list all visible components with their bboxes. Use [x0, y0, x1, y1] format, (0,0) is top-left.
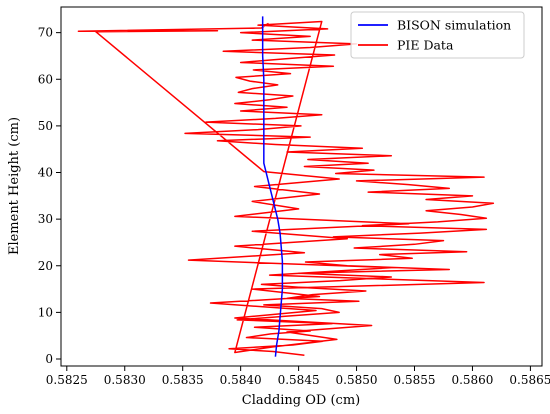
y-tick-label: 0 [45, 352, 53, 366]
series-line-pie-data [77, 20, 495, 357]
y-axis: 0 10 20 30 40 50 60 70 [38, 26, 61, 366]
x-axis-label: Cladding OD (cm) [242, 393, 360, 408]
legend-box [350, 11, 525, 59]
x-tick-label: 0.5860 [451, 373, 493, 387]
x-tick-label: 0.5830 [104, 373, 146, 387]
x-axis: 0.5825 0.5830 0.5835 0.5840 0.5845 0.5850 0.58… [46, 366, 550, 387]
plot-area [60, 6, 543, 367]
x-tick-label: 0.5835 [162, 373, 204, 387]
series-layer [77, 16, 495, 357]
x-tick-label: 0.5840 [220, 373, 262, 387]
y-axis-label: Element Height (cm) [7, 117, 22, 255]
x-tick-label: 0.5855 [394, 373, 436, 387]
y-tick-label: 60 [38, 72, 53, 86]
x-tick-label: 0.5845 [278, 373, 320, 387]
y-tick-label: 70 [38, 26, 53, 40]
x-tick-label: 0.5850 [336, 373, 378, 387]
y-tick-label: 10 [38, 305, 53, 319]
x-tick-label: 0.5865 [509, 373, 550, 387]
y-tick-label: 50 [38, 119, 53, 133]
legend-entry-bison: BISON simulation [397, 18, 511, 33]
legend: BISON simulation PIE Data [350, 11, 525, 59]
legend-entry-pie: PIE Data [397, 38, 454, 53]
x-tick-label: 0.5825 [46, 373, 88, 387]
y-tick-label: 40 [38, 166, 53, 180]
y-tick-label: 30 [38, 212, 53, 226]
y-tick-label: 20 [38, 259, 53, 273]
series-line-bison-simulation [261, 16, 284, 357]
